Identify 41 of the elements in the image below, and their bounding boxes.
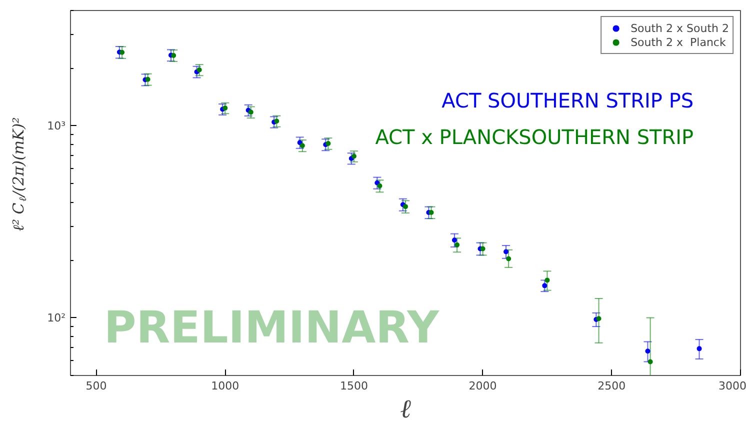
x-tick-label: 2500 bbox=[598, 380, 626, 392]
y-axis-title: ℓ² Cℓ/(2π)(mK)² bbox=[10, 117, 29, 232]
x-axis-title: ℓ bbox=[400, 394, 412, 424]
point bbox=[377, 183, 382, 188]
point bbox=[454, 242, 460, 248]
point bbox=[145, 76, 150, 82]
x-tick-label: 3000 bbox=[718, 380, 746, 392]
y-tick-label: 10² bbox=[47, 311, 66, 324]
point bbox=[274, 118, 280, 124]
annotation: ACT SOUTHERN STRIP PS bbox=[442, 88, 694, 113]
annotation: ACT x PLANCKSOUTHERN STRIP bbox=[375, 125, 694, 150]
y-tick-label: 10³ bbox=[47, 119, 66, 132]
point bbox=[504, 249, 508, 254]
point bbox=[120, 50, 125, 55]
legend-label: South 2 x South 2 bbox=[630, 21, 729, 35]
annotation: PRELIMINARY bbox=[104, 302, 440, 354]
legend-label: South 2 x Planck bbox=[630, 35, 726, 49]
point bbox=[596, 316, 602, 322]
point bbox=[326, 141, 331, 146]
point bbox=[544, 278, 550, 283]
point bbox=[645, 348, 650, 354]
point bbox=[171, 53, 176, 58]
x-tick-label: 1000 bbox=[211, 380, 240, 392]
point bbox=[452, 238, 457, 243]
point bbox=[248, 110, 254, 115]
point bbox=[506, 256, 512, 262]
point bbox=[480, 246, 486, 252]
point bbox=[300, 143, 305, 148]
point bbox=[196, 67, 202, 72]
point bbox=[428, 210, 434, 215]
point bbox=[374, 180, 380, 186]
x-tick-label: 2000 bbox=[468, 380, 497, 392]
point bbox=[542, 283, 548, 288]
point bbox=[222, 106, 228, 111]
point bbox=[297, 140, 302, 146]
point bbox=[696, 346, 702, 352]
point bbox=[403, 204, 408, 210]
point bbox=[351, 154, 356, 159]
x-tick-label: 500 bbox=[86, 380, 107, 392]
point bbox=[648, 359, 653, 364]
x-tick-label: 1500 bbox=[340, 380, 368, 392]
